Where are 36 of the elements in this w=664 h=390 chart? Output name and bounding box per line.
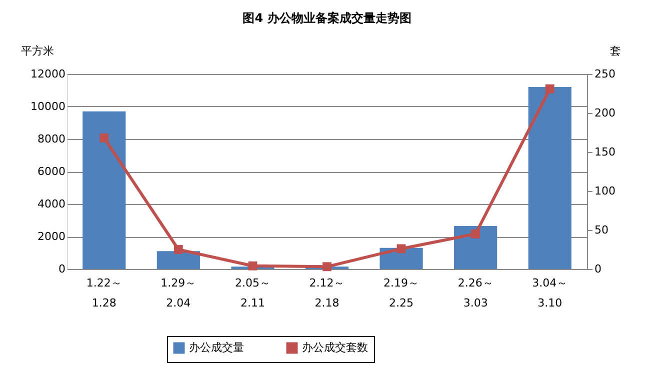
y-tick-label: 2000 xyxy=(38,230,66,243)
point xyxy=(471,229,480,238)
legend-label: 办公成交量 xyxy=(189,341,244,354)
y2-tick-label: 100 xyxy=(594,184,616,198)
y-tick-label: 6000 xyxy=(38,165,66,178)
y-tick-label: 10000 xyxy=(30,100,66,113)
x-tick-label: 1.29～2.04 xyxy=(160,276,196,310)
y2-tick-label: 200 xyxy=(594,106,616,120)
y2-tick-label: 150 xyxy=(594,146,616,158)
x-tick-label: 2.12～2.18 xyxy=(309,276,345,310)
bar xyxy=(454,226,498,269)
y-tick-label: 12000 xyxy=(30,68,66,80)
bar xyxy=(156,251,200,269)
x-tick-label: 3.04～3.10 xyxy=(532,276,568,310)
point xyxy=(396,244,406,254)
legend-label: 办公成交套数 xyxy=(302,341,368,354)
y2-tick-label: 250 xyxy=(594,68,616,80)
y2-tick-label: 50 xyxy=(594,224,608,236)
x-tick-label: 2.05～2.11 xyxy=(234,276,270,310)
point xyxy=(248,261,258,270)
y-tick-label: 4000 xyxy=(38,198,66,210)
x-tick-label: 2.19～2.25 xyxy=(384,276,420,310)
y-tick-label: 0 xyxy=(58,262,66,276)
point xyxy=(322,262,332,272)
chart-title: 图4 办公物业备案成交量走势图 xyxy=(242,11,412,25)
y-axis-title: 平方米 xyxy=(21,44,54,58)
y2-axis-title: 套 xyxy=(610,44,621,58)
bar xyxy=(528,87,572,269)
y2-tick-label: 0 xyxy=(594,262,602,276)
point xyxy=(100,133,109,142)
point xyxy=(174,245,183,254)
x-tick-label: 2.26～3.03 xyxy=(458,276,494,310)
y-tick-label: 8000 xyxy=(38,132,66,146)
x-tick-label: 1.22～1.28 xyxy=(86,276,122,310)
bar xyxy=(82,111,126,269)
point xyxy=(545,84,554,94)
